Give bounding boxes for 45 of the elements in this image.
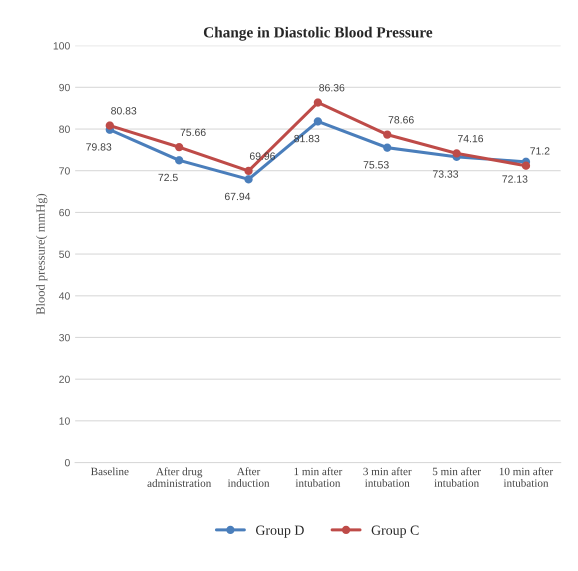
y-tick-label: 0 — [64, 459, 70, 466]
x-tick-label: 5 min after intubation — [432, 467, 481, 487]
point — [314, 98, 322, 107]
x-tick-label: After induction — [228, 467, 270, 487]
data-label: 74.16 — [458, 134, 484, 142]
data-label: 67.94 — [224, 192, 250, 200]
point — [383, 144, 392, 152]
legend-label: Group D — [256, 526, 304, 538]
point — [452, 149, 461, 158]
data-label: 72.5 — [158, 174, 178, 182]
data-label: 72.13 — [502, 175, 528, 183]
y-tick-label: 40 — [58, 292, 70, 300]
x-tick-label: Baseline — [91, 467, 129, 476]
data-label: 75.53 — [364, 161, 389, 169]
y-tick-label: 20 — [59, 376, 70, 384]
point — [106, 121, 114, 130]
point — [383, 130, 392, 139]
data-label: 75.66 — [180, 128, 206, 136]
y-tick-label: 80 — [59, 126, 70, 133]
y-tick-label: 90 — [59, 84, 70, 92]
data-label: 79.83 — [86, 143, 112, 151]
point — [244, 166, 253, 176]
y-tick-label: 70 — [59, 167, 70, 175]
data-label: 78.66 — [388, 116, 414, 124]
point — [314, 117, 322, 126]
x-tick-label: 1 min after intubation — [294, 467, 342, 487]
x-tick-label: After drug administration — [147, 467, 212, 487]
y-tick-label: 60 — [59, 208, 70, 216]
y-tick-label: 50 — [59, 250, 70, 258]
legend-label: Group C — [372, 526, 419, 538]
point — [175, 156, 184, 164]
data-label: 71.2 — [530, 147, 550, 155]
point — [175, 142, 184, 152]
y-axis-title: Blood pressure( mmHg) — [36, 194, 48, 314]
data-label: 86.36 — [319, 84, 344, 92]
x-tick-label: 10 min after intubation — [500, 467, 554, 487]
y-tick-label: 30 — [59, 334, 70, 342]
chart-title: Change in Diastolic Blood Pressure — [204, 26, 432, 41]
y-tick-label: 10 — [59, 417, 70, 425]
data-label: 73.33 — [433, 170, 458, 178]
point — [522, 162, 530, 170]
y-tick-label: 100 — [54, 42, 70, 50]
data-label: 80.83 — [111, 107, 136, 114]
x-tick-label: 3 min after intubation — [363, 467, 412, 487]
point — [244, 175, 253, 184]
